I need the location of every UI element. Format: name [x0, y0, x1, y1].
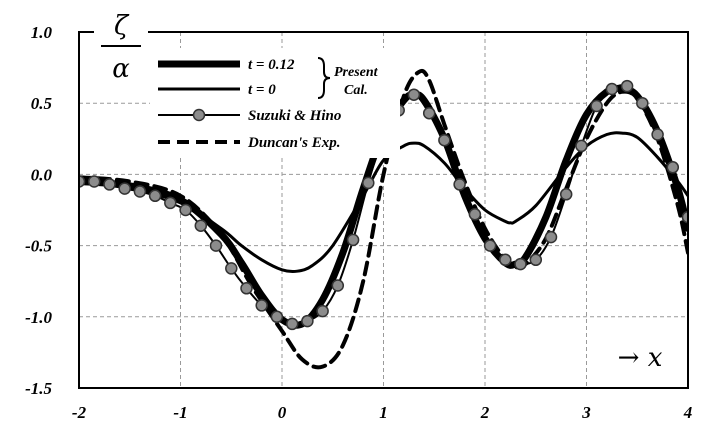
suzuki-hino-marker [468, 208, 482, 221]
x-axis-label: → x [602, 340, 680, 374]
x-tick-label: 4 [683, 403, 693, 422]
suzuki-hino-marker [164, 196, 177, 210]
suzuki-hino-marker [331, 279, 345, 292]
suzuki-hino-marker [438, 133, 451, 147]
suzuki-hino-marker [316, 304, 329, 318]
legend-label-duncan: Duncan's Exp. [247, 135, 341, 151]
suzuki-hino-marker [483, 239, 497, 252]
x-tick-label: 2 [480, 403, 490, 422]
y-tick-label: 0.5 [31, 94, 53, 113]
data-series [79, 68, 688, 370]
x-tick-label: 3 [581, 403, 591, 422]
suzuki-hino-marker [514, 257, 527, 271]
y-tick-label: 0.0 [31, 165, 53, 184]
suzuki-hino-marker [559, 188, 573, 201]
x-tick-label: 1 [379, 403, 388, 422]
suzuki-hino-marker [285, 317, 299, 331]
suzuki-hino-marker [362, 176, 375, 190]
suzuki-hino-marker [103, 178, 116, 191]
suzuki-hino-marker [575, 139, 588, 153]
series-thin-line [79, 131, 688, 274]
suzuki-hino-marker [255, 299, 268, 312]
suzuki-hino-marker [194, 219, 208, 232]
suzuki-hino-marker [407, 88, 421, 101]
y-tick-label: -1.0 [25, 308, 52, 327]
suzuki-hino-marker [529, 253, 543, 267]
y-tick-label: -1.5 [25, 379, 52, 398]
x-tick-label: -2 [72, 403, 87, 422]
suzuki-hino-marker [605, 82, 619, 96]
suzuki-hino-marker [651, 128, 664, 141]
suzuki-hino-marker [225, 262, 238, 275]
legend-brace [317, 57, 331, 99]
plot-frame [78, 31, 689, 389]
suzuki-hino-marker [87, 175, 101, 188]
y-tick-label: 1.0 [31, 23, 53, 42]
suzuki-hino-marker [79, 175, 86, 188]
y-axis-label: ζ α [94, 8, 148, 86]
suzuki-hino-marker [681, 210, 688, 224]
y-axis-label-denominator: α [112, 54, 130, 84]
suzuki-hino-marker [148, 189, 162, 203]
suzuki-hino-marker [209, 239, 223, 252]
suzuki-hino-marker [453, 178, 466, 191]
suzuki-hino-marker [544, 230, 558, 244]
suzuki-hino-marker [636, 96, 649, 110]
tick-labels: -2 -1 0 1 2 3 4 1.0 0.5 0.0 -0.5 -1.0 -1.5 [25, 23, 692, 422]
legend-brace-label-line1: Present [334, 65, 379, 80]
suzuki-hino-marker [301, 314, 314, 328]
y-tick-label: -0.5 [25, 237, 52, 256]
suzuki-hino-marker [118, 182, 131, 195]
suzuki-hino-marker [240, 282, 253, 295]
legend-label-t0: t = 0 [248, 82, 276, 98]
x-tick-label: -1 [173, 403, 187, 422]
suzuki-hino-marker [590, 99, 603, 113]
x-axis-label-text: → x [618, 343, 663, 373]
legend-marker-suzuki-hino [192, 108, 206, 122]
suzuki-hino-marker [620, 79, 634, 93]
legend: t = 0.12 t = 0 Present Cal. Suzuki & Hin… [150, 48, 400, 158]
suzuki-hino-marker [133, 185, 147, 198]
suzuki-hino-marker [422, 106, 436, 120]
suzuki-hino-marker [179, 203, 192, 217]
suzuki-hino-marker [270, 310, 284, 324]
legend-brace-label-line2: Cal. [344, 83, 368, 98]
series-dashed-line [79, 68, 688, 370]
suzuki-hino-marker [666, 161, 680, 174]
y-axis-label-numerator: ζ [114, 11, 130, 41]
legend-label-t012: t = 0.12 [248, 57, 295, 73]
x-tick-label: 0 [278, 403, 287, 422]
legend-label-suzuki-hino: Suzuki & Hino [248, 108, 341, 124]
suzuki-hino-marker [499, 253, 512, 267]
suzuki-hino-marker [346, 233, 360, 247]
